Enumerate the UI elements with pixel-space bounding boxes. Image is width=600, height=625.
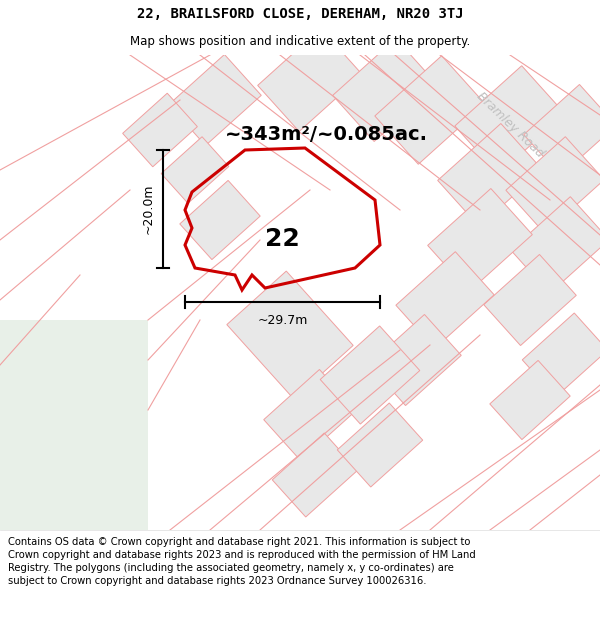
Text: 22, BRAILSFORD CLOSE, DEREHAM, NR20 3TJ: 22, BRAILSFORD CLOSE, DEREHAM, NR20 3TJ (137, 7, 463, 21)
Polygon shape (0, 320, 148, 530)
Text: ~343m²/~0.085ac.: ~343m²/~0.085ac. (225, 126, 428, 144)
Polygon shape (437, 124, 542, 226)
Polygon shape (524, 84, 600, 176)
Polygon shape (272, 433, 358, 517)
Text: Map shows position and indicative extent of the property.: Map shows position and indicative extent… (130, 35, 470, 48)
Polygon shape (484, 254, 576, 346)
Polygon shape (180, 181, 260, 259)
Polygon shape (511, 197, 600, 293)
Text: Bramley Road: Bramley Road (474, 90, 546, 160)
Polygon shape (375, 56, 485, 164)
Polygon shape (490, 361, 570, 439)
Text: Contains OS data © Crown copyright and database right 2021. This information is : Contains OS data © Crown copyright and d… (8, 537, 476, 586)
Text: ~20.0m: ~20.0m (142, 184, 155, 234)
Polygon shape (264, 369, 356, 461)
Polygon shape (455, 66, 565, 174)
Polygon shape (122, 93, 197, 167)
Text: 22: 22 (265, 228, 300, 251)
Polygon shape (320, 326, 420, 424)
Polygon shape (332, 39, 437, 141)
Polygon shape (257, 29, 362, 131)
Polygon shape (161, 137, 229, 203)
Polygon shape (396, 252, 494, 348)
Polygon shape (169, 54, 261, 146)
Polygon shape (428, 189, 532, 291)
Polygon shape (337, 403, 423, 487)
Text: ~29.7m: ~29.7m (257, 314, 308, 326)
Polygon shape (227, 271, 353, 399)
Polygon shape (506, 137, 600, 233)
Polygon shape (369, 314, 461, 406)
Polygon shape (522, 313, 600, 397)
